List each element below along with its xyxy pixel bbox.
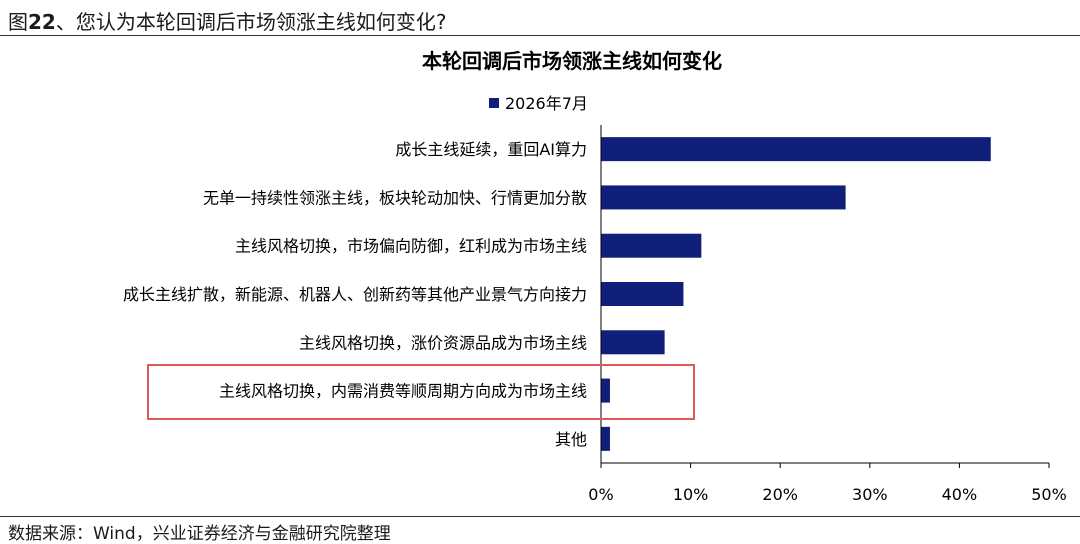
source-note: 数据来源：Wind，兴业证券经济与金融研究院整理 (8, 524, 391, 544)
figure-number: 22 (28, 10, 56, 34)
axes-group (600, 125, 1050, 468)
x-tick-label-2: 20% (762, 485, 798, 504)
bar-6 (601, 426, 610, 451)
category-label-5: 主线风格切换，内需消费等顺周期方向成为市场主线 (219, 382, 587, 401)
legend-swatch (489, 98, 499, 108)
source-divider (0, 516, 1080, 517)
x-tick-label-1: 10% (673, 485, 709, 504)
category-label-6: 其他 (555, 430, 587, 449)
bar-chart: 本轮回调后市场领涨主线如何变化 2026年7月 成长主线延续，重回AI算力无单一… (123, 49, 1067, 504)
x-tick-labels: 0% 10% 20% 30% 40% 50% (588, 485, 1066, 504)
bar-2 (601, 233, 702, 258)
bar-4 (601, 330, 665, 355)
category-label-0: 成长主线延续，重回AI算力 (395, 140, 587, 159)
bar-3 (601, 282, 684, 306)
bar-1 (601, 185, 846, 210)
x-tick-label-4: 40% (942, 485, 978, 504)
category-label-1: 无单一持续性领涨主线，板块轮动加快、行情更加分散 (203, 188, 587, 207)
highlight-box (147, 364, 695, 420)
x-tick-label-3: 30% (852, 485, 888, 504)
figure-caption: 图22、您认为本轮回调后市场领涨主线如何变化? (8, 6, 446, 35)
category-labels: 成长主线延续，重回AI算力无单一持续性领涨主线，板块轮动加快、行情更加分散主线风… (123, 140, 587, 449)
bars-group (601, 137, 991, 451)
bar-0 (601, 137, 991, 162)
x-tick-label-5: 50% (1031, 485, 1067, 504)
category-label-3: 成长主线扩散，新能源、机器人、创新药等其他产业景气方向接力 (123, 285, 587, 304)
chart-legend: 2026年7月 (489, 94, 588, 113)
chart-title: 本轮回调后市场领涨主线如何变化 (422, 49, 722, 73)
x-tick-label-0: 0% (588, 485, 613, 504)
figure-caption-text: 、您认为本轮回调后市场领涨主线如何变化? (55, 10, 447, 34)
caption-divider (0, 35, 1080, 36)
category-label-4: 主线风格切换，涨价资源品成为市场主线 (299, 333, 587, 352)
bar-5 (601, 378, 610, 403)
figure-label: 图 (8, 10, 28, 34)
category-label-2: 主线风格切换，市场偏向防御，红利成为市场主线 (235, 237, 587, 256)
legend-label: 2026年7月 (505, 94, 588, 113)
